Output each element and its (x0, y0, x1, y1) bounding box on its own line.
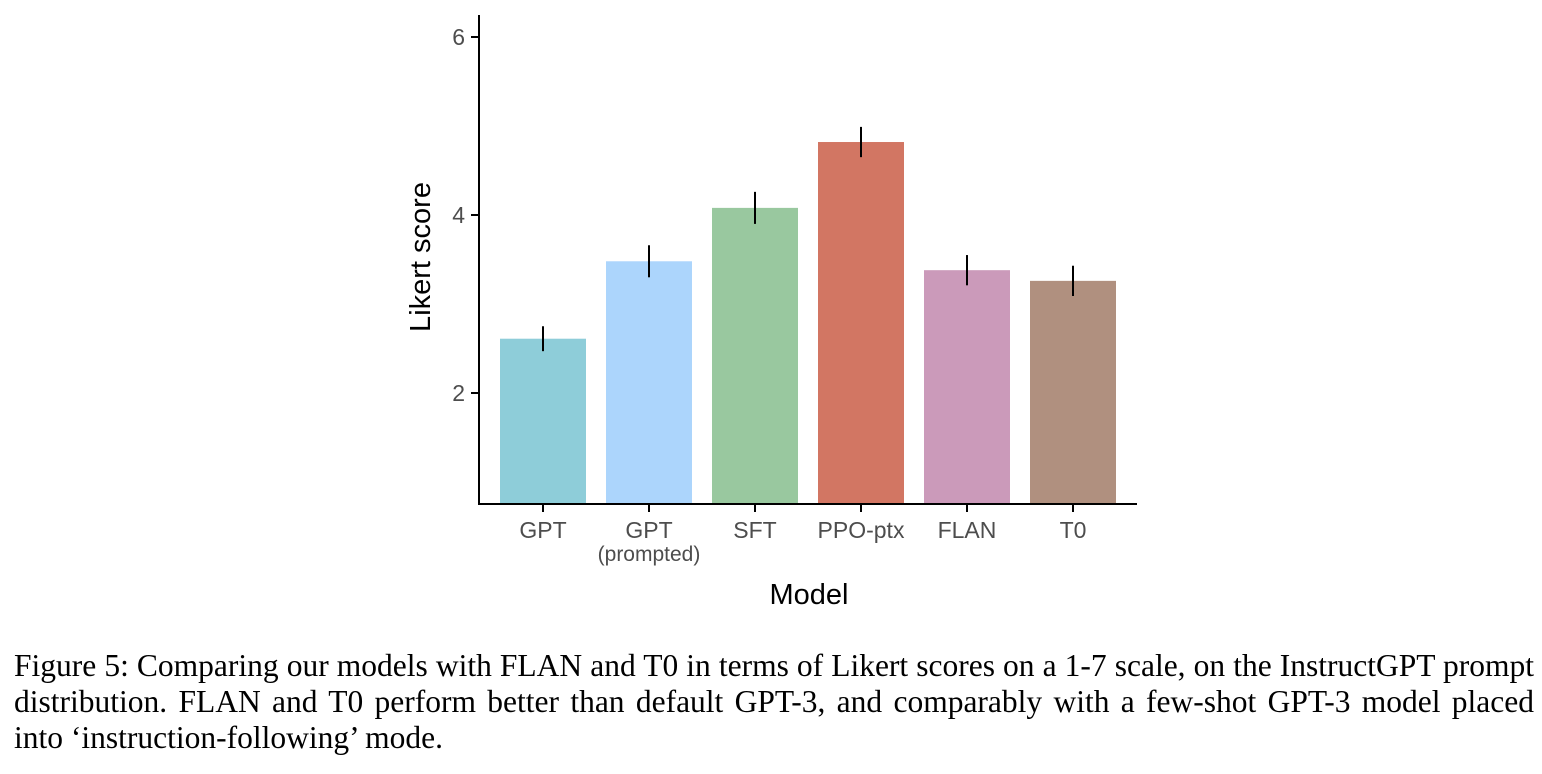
x-tick-label: PPO-ptx (818, 517, 905, 543)
bar-ppo-ptx (818, 142, 904, 504)
x-tick-label: T0 (1060, 517, 1087, 543)
y-tick-label: 4 (452, 202, 465, 228)
bar-t0 (1030, 280, 1116, 504)
x-tick-label: GPT (519, 517, 566, 543)
x-tick-sublabel: (prompted) (598, 543, 701, 566)
y-axis-title: Likert score (405, 182, 437, 332)
x-tick-label: FLAN (938, 517, 997, 543)
x-tick-label: GPT (625, 517, 672, 543)
bar-chart: 246 GPT GPT(prompted)SFT PPO-ptx FLAN T0 Lik… (405, 15, 1137, 611)
x-axis-title: Model (770, 579, 849, 611)
y-tick-label: 6 (452, 24, 465, 50)
x-tick-label: SFT (733, 517, 776, 543)
error-bars-group (542, 126, 1074, 352)
figure-caption: Figure 5: Comparing our models with FLAN… (14, 648, 1534, 755)
bar-sft (712, 207, 798, 504)
y-tick-label: 2 (452, 380, 465, 406)
y-ticks-group: 2 4 6 (452, 24, 479, 406)
bar-flan (924, 270, 1010, 504)
bar-gpt-prompted- (606, 261, 692, 504)
bars-group (500, 142, 1116, 504)
bar-gpt (500, 338, 586, 504)
x-ticks-group: GPT GPT(prompted)SFT PPO-ptx FLAN T0 (519, 504, 1086, 566)
